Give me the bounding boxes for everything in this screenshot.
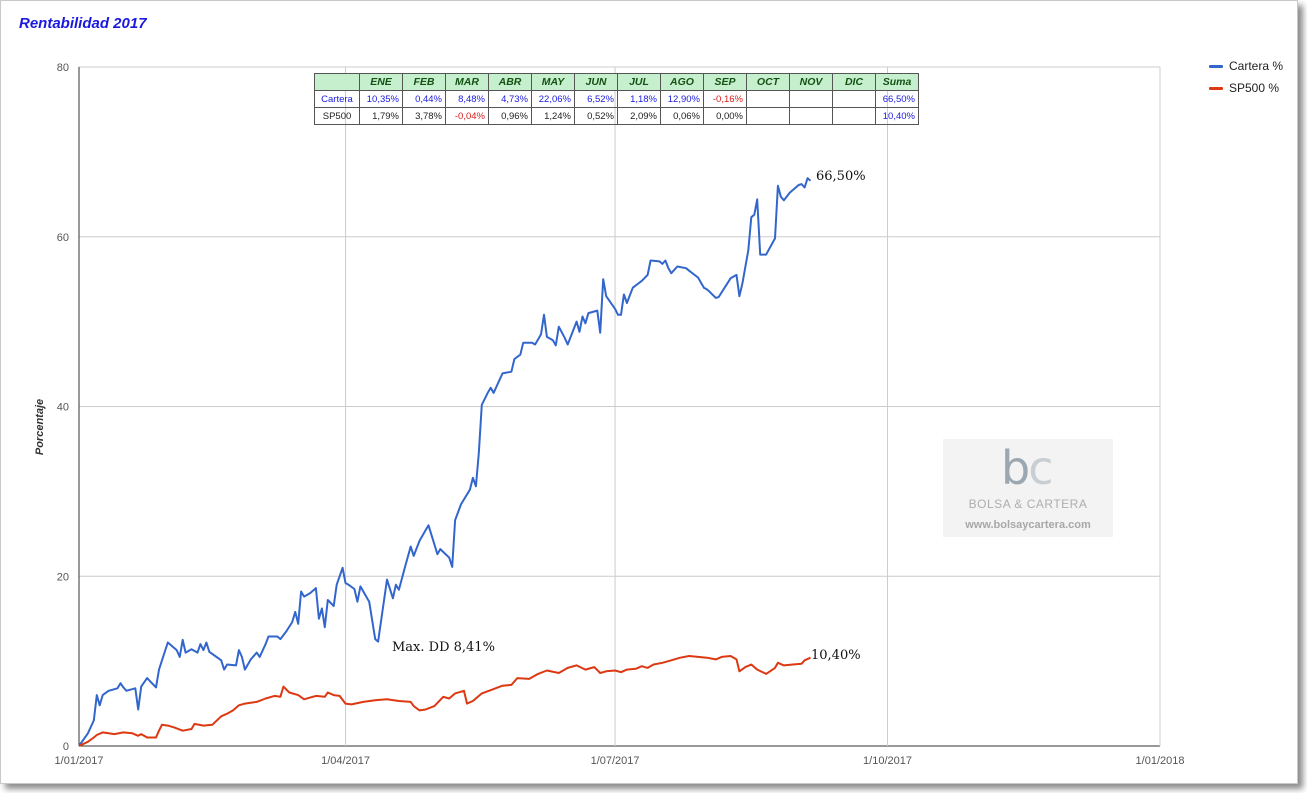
- table-cell: 3,78%: [402, 107, 446, 125]
- logo-letter-b: b: [1001, 441, 1030, 495]
- series-line-sp500: [78, 655, 811, 747]
- legend-swatch-cartera: [1209, 65, 1223, 69]
- logo-letter-c: c: [1028, 441, 1053, 495]
- table-cell: 1,79%: [359, 107, 403, 125]
- table-cell: 1,18%: [617, 90, 661, 108]
- table-cell: [832, 107, 876, 125]
- table-cell: 6,52%: [574, 90, 618, 108]
- table-cell: 66,50%: [875, 90, 919, 108]
- table-cell: 8,48%: [445, 90, 489, 108]
- table-cell: [746, 107, 790, 125]
- table-header-nov: NOV: [789, 73, 833, 91]
- table-header-feb: FEB: [402, 73, 446, 91]
- table-header-sep: SEP: [703, 73, 747, 91]
- legend-label-cartera: Cartera %: [1229, 59, 1284, 73]
- table-header-suma: Suma: [875, 73, 919, 91]
- table-row-label: SP500: [314, 107, 360, 125]
- table-cell: 10,35%: [359, 90, 403, 108]
- table-cell: 0,96%: [488, 107, 532, 125]
- table-cell: 0,52%: [574, 107, 618, 125]
- watermark-url: www.bolsaycartera.com: [965, 519, 1091, 531]
- table-row: Cartera 10,35% 0,44% 8,48% 4,73% 22,06% 6,52% 1…: [314, 90, 919, 108]
- table-cell: [746, 90, 790, 108]
- table-cell: [789, 90, 833, 108]
- line-chart: 0 20 40 60 80 1/01/2017 1/04/2017 1/07/2017 1/10…: [55, 62, 1185, 767]
- table-cell: 0,00%: [703, 107, 747, 125]
- table-header-jul: JUL: [617, 73, 661, 91]
- table-header-row: ENE FEB MAR ABR MAY JUN JUL AGO SEP OCT NOV DIC Suma: [314, 73, 919, 91]
- table-header-ago: AGO: [660, 73, 704, 91]
- y-tick-label: 60: [57, 232, 69, 244]
- x-tick-label: 1/01/2018: [1136, 755, 1185, 767]
- watermark-name: BOLSA & CARTERA: [968, 497, 1088, 511]
- table-cell: 2,09%: [617, 107, 661, 125]
- legend-swatch-sp500: [1209, 87, 1223, 91]
- bc-logo-icon: bc: [1001, 441, 1054, 495]
- table-cell: 10,40%: [875, 107, 919, 125]
- monthly-returns-table: ENE FEB MAR ABR MAY JUN JUL AGO SEP OCT NOV DIC Suma…: [314, 73, 919, 125]
- table-cell: 22,06%: [531, 90, 575, 108]
- table-header-may: MAY: [531, 73, 575, 91]
- x-tick-label: 1/07/2017: [591, 755, 640, 767]
- table-cell: 4,73%: [488, 90, 532, 108]
- table-cell: 12,90%: [660, 90, 704, 108]
- table-header-ene: ENE: [359, 73, 403, 91]
- bolsa-cartera-watermark: bc BOLSA & CARTERA www.bolsaycartera.com: [943, 439, 1113, 537]
- table-cell: [789, 107, 833, 125]
- table-header-oct: OCT: [746, 73, 790, 91]
- sp500-end-label: 10,40%: [811, 648, 861, 663]
- table-header-abr: ABR: [488, 73, 532, 91]
- table-row: SP500 1,79% 3,78% -0,04% 0,96% 1,24% 0,52% 2,09…: [314, 107, 919, 125]
- x-tick-label: 1/10/2017: [863, 755, 912, 767]
- table-row-label: Cartera: [314, 90, 360, 108]
- chart-title: Rentabilidad 2017: [19, 15, 147, 32]
- y-tick-label: 40: [57, 402, 69, 414]
- table-cell: -0,16%: [703, 90, 747, 108]
- table-header-mar: MAR: [445, 73, 489, 91]
- table-header-jun: JUN: [574, 73, 618, 91]
- table-cell: 0,44%: [402, 90, 446, 108]
- table-cell: 1,24%: [531, 107, 575, 125]
- legend-item-sp500[interactable]: SP500 %: [1209, 81, 1279, 95]
- table-cell: [832, 90, 876, 108]
- y-tick-label: 80: [57, 62, 69, 74]
- x-tick-label: 1/01/2017: [55, 755, 104, 767]
- x-tick-label: 1/04/2017: [321, 755, 370, 767]
- table-header-dic: DIC: [832, 73, 876, 91]
- y-tick-label: 20: [57, 571, 69, 583]
- cartera-end-label: 66,50%: [816, 169, 866, 184]
- max-drawdown-annotation: Max. DD 8,41%: [392, 640, 495, 655]
- table-cell: -0,04%: [445, 107, 489, 125]
- table-cell: 0,06%: [660, 107, 704, 125]
- legend-label-sp500: SP500 %: [1229, 81, 1280, 95]
- y-tick-label: 0: [63, 741, 69, 753]
- table-corner-cell: [314, 73, 360, 91]
- legend-item-cartera[interactable]: Cartera %: [1209, 59, 1283, 73]
- series-line-cartera: [78, 177, 812, 747]
